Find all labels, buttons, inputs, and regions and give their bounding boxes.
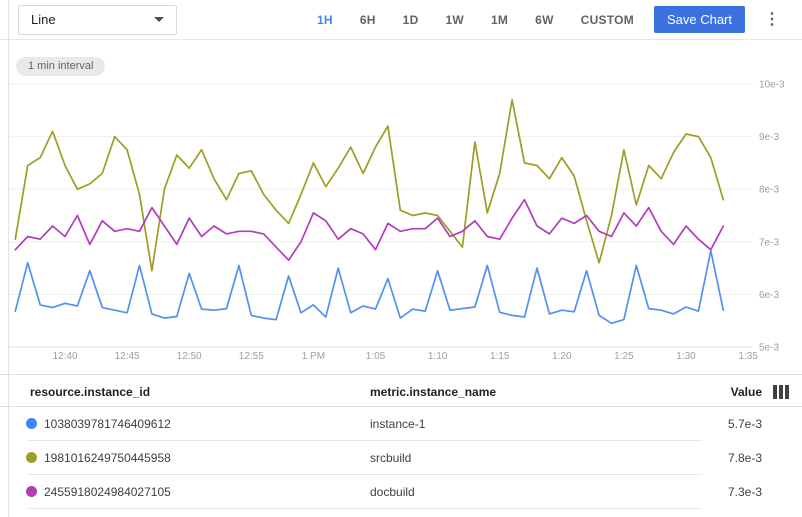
save-chart-button[interactable]: Save Chart bbox=[653, 6, 745, 33]
cell-instance-name: docbuild bbox=[370, 485, 415, 499]
y-axis-label: 6e-3 bbox=[759, 290, 779, 301]
line-chart[interactable]: 10e-3 9e-3 8e-3 7e-3 6e-3 5e-3 12:40 12:45 12:50… bbox=[0, 40, 802, 374]
series-line-srcbuild[interactable] bbox=[14, 98, 725, 272]
series-line-instance-1[interactable] bbox=[14, 249, 725, 325]
time-range-6w[interactable]: 6W bbox=[535, 12, 554, 27]
y-axis-label: 10e-3 bbox=[759, 80, 785, 91]
chart-type-value: Line bbox=[31, 12, 56, 27]
x-axis-label: 1:25 bbox=[614, 351, 634, 362]
series-color-dot bbox=[26, 486, 37, 497]
table-row-srcbuild[interactable]: 1981016249750445958 srcbuild 7.8e-3 bbox=[0, 441, 802, 475]
row-divider bbox=[28, 474, 702, 475]
column-header-instance-name: metric.instance_name bbox=[370, 385, 497, 399]
time-range-group: 1H 6H 1D 1W 1M 6W CUSTOM bbox=[317, 13, 634, 27]
x-axis-label: 1:20 bbox=[552, 351, 572, 362]
cell-value: 7.8e-3 bbox=[727, 451, 762, 465]
column-header-instance-id: resource.instance_id bbox=[30, 385, 151, 399]
y-axis-label: 8e-3 bbox=[759, 185, 779, 196]
legend-table: resource.instance_id metric.instance_nam… bbox=[0, 374, 802, 509]
row-divider bbox=[28, 508, 702, 509]
time-range-1w[interactable]: 1W bbox=[445, 12, 464, 27]
x-axis-label: 1:15 bbox=[490, 351, 510, 362]
cell-instance-id: 1038039781746409612 bbox=[44, 417, 171, 431]
more-options-icon[interactable]: ⋮ bbox=[764, 10, 780, 28]
series-color-dot bbox=[26, 418, 37, 429]
cell-instance-id: 2455918024984027105 bbox=[44, 485, 171, 499]
card-left-border bbox=[8, 0, 9, 517]
x-axis-label: 1:05 bbox=[366, 351, 386, 362]
interval-badge: 1 min interval bbox=[16, 57, 106, 76]
time-range-custom[interactable]: CUSTOM bbox=[580, 12, 634, 27]
table-row-instance-1[interactable]: 1038039781746409612 instance-1 5.7e-3 bbox=[0, 407, 802, 441]
y-axis-label: 9e-3 bbox=[759, 132, 779, 143]
time-range-1d[interactable]: 1D bbox=[402, 12, 419, 27]
x-axis-label: 1:35 bbox=[738, 351, 758, 362]
y-axis-label: 5e-3 bbox=[759, 343, 779, 354]
x-axis-label: 1:30 bbox=[676, 351, 696, 362]
column-header-value: Value bbox=[730, 385, 762, 399]
time-range-6h[interactable]: 6H bbox=[359, 12, 376, 27]
x-axis-label: 12:50 bbox=[177, 351, 202, 362]
y-axis-label: 7e-3 bbox=[759, 237, 779, 248]
x-axis-label: 12:45 bbox=[115, 351, 140, 362]
view-column-icon[interactable] bbox=[773, 385, 789, 399]
chart-section: 1 min interval 10e-3 9e-3 8e-3 7e-3 6e-3 5e-3… bbox=[0, 40, 802, 374]
series-line-docbuild[interactable] bbox=[14, 198, 725, 262]
cell-value: 5.7e-3 bbox=[727, 417, 762, 431]
chart-toolbar: Line 1H 6H 1D 1W 1M 6W CUSTOM Save Chart ⋮ bbox=[0, 0, 802, 40]
chart-type-select[interactable]: Line bbox=[18, 4, 177, 35]
cell-instance-name: instance-1 bbox=[370, 417, 426, 431]
series-color-dot bbox=[26, 452, 37, 463]
x-axis-label: 1:10 bbox=[428, 351, 448, 362]
row-divider bbox=[28, 440, 702, 441]
table-row-docbuild[interactable]: 2455918024984027105 docbuild 7.3e-3 bbox=[0, 475, 802, 509]
cell-instance-name: srcbuild bbox=[370, 451, 412, 465]
x-axis-label: 12:40 bbox=[52, 351, 77, 362]
time-range-1h[interactable]: 1H bbox=[316, 12, 333, 27]
x-axis-label: 12:55 bbox=[239, 351, 264, 362]
x-axis-label: 1 PM bbox=[302, 351, 325, 362]
cell-value: 7.3e-3 bbox=[727, 485, 762, 499]
legend-table-header: resource.instance_id metric.instance_nam… bbox=[0, 374, 802, 407]
cell-instance-id: 1981016249750445958 bbox=[44, 451, 171, 465]
chevron-down-icon bbox=[154, 17, 164, 22]
time-range-1m[interactable]: 1M bbox=[491, 12, 509, 27]
